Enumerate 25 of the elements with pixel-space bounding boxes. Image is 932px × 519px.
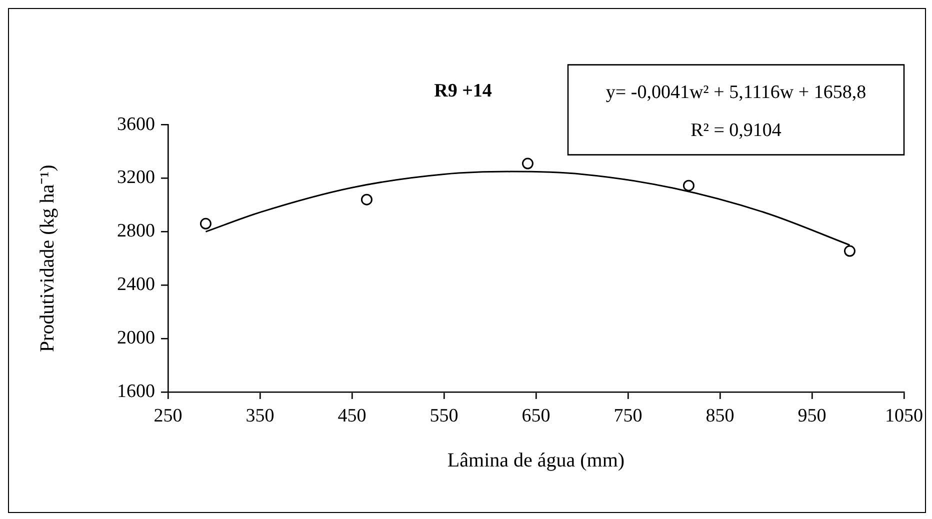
x-tick-label: 950 xyxy=(798,405,826,426)
x-tick-label: 650 xyxy=(522,405,550,426)
y-tick-label: 2800 xyxy=(117,220,155,242)
x-tick-label: 850 xyxy=(706,405,734,426)
y-axis-title: Produtividade (kg ha⁻¹) xyxy=(36,164,58,352)
point xyxy=(200,218,212,230)
point xyxy=(682,180,694,192)
x-tick-label: 1050 xyxy=(885,405,923,426)
y-tick-label: 3200 xyxy=(117,167,155,188)
x-tick-label: 750 xyxy=(614,405,642,426)
annotation: R² = 0,9104 xyxy=(690,120,782,141)
y-tick-label: 2000 xyxy=(117,328,155,349)
x-tick-label: 550 xyxy=(430,405,458,426)
y-tick-label: 3600 xyxy=(117,114,155,135)
point xyxy=(522,158,534,170)
point xyxy=(360,194,372,206)
x-tick-label: 250 xyxy=(154,405,182,426)
x-tick-label: 450 xyxy=(338,405,366,426)
y-tick-label: 1600 xyxy=(117,380,155,402)
x-axis-title: Lâmina de água (mm) xyxy=(447,449,625,472)
chart-title: R9 +14 xyxy=(434,80,492,102)
x-tick-label: 350 xyxy=(246,405,274,426)
point xyxy=(844,245,856,257)
y-tick-label: 2400 xyxy=(117,274,155,296)
text: y= -0,0041w² + 5,1116w + 1658,8 xyxy=(606,82,866,103)
